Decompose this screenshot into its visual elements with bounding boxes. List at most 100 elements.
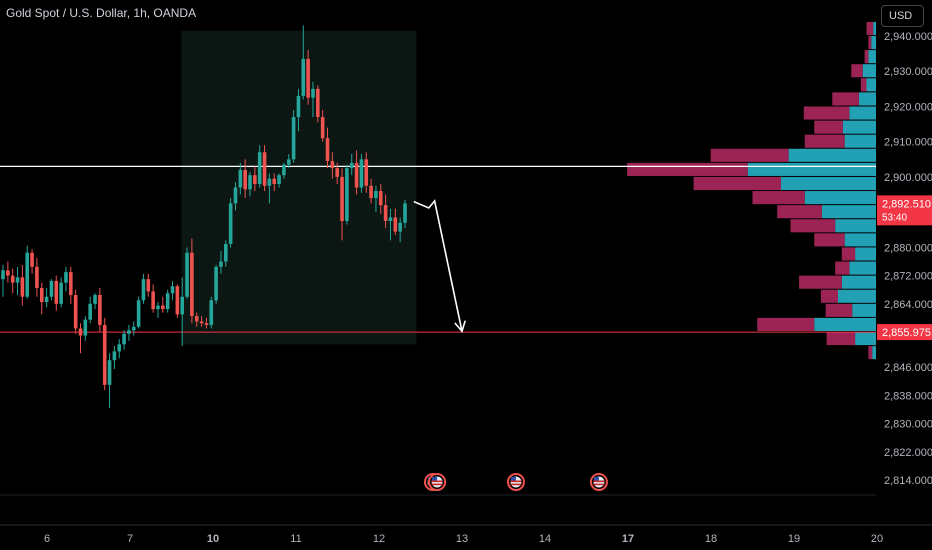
countdown-label: 53:40 <box>882 212 907 223</box>
vp-up-bar-16 <box>855 247 876 261</box>
candle-body-51 <box>248 175 252 190</box>
current-price-label: 2,892.510 <box>882 198 931 210</box>
candle-body-39 <box>190 252 194 317</box>
vp-down-bar-12 <box>752 191 805 205</box>
candle-body-81 <box>393 217 398 232</box>
vp-down-bar-8 <box>804 134 845 148</box>
candle-body-26 <box>127 330 131 334</box>
x-tick-label: 6 <box>44 533 50 545</box>
us-flag-event-icon[interactable] <box>589 473 608 491</box>
vp-down-bar-9 <box>710 148 789 162</box>
candle-body-63 <box>306 58 310 98</box>
candle-body-73 <box>354 162 359 188</box>
currency-button[interactable]: USD <box>881 5 924 27</box>
volume-profile <box>627 21 876 360</box>
vp-up-bar-2 <box>868 50 876 64</box>
candle-body-38 <box>185 252 189 297</box>
price-tags: 2,892.510 53:40 2,855.975 <box>877 195 932 341</box>
vp-up-bar-0 <box>873 21 876 35</box>
candle-body-46 <box>223 243 228 262</box>
y-tick-label: 2,930.000 <box>884 66 932 78</box>
candle-body-9 <box>44 296 49 303</box>
candle-body-58 <box>282 164 286 176</box>
candle-body-18 <box>88 303 92 320</box>
candle-body-64 <box>311 88 315 98</box>
vp-up-bar-18 <box>841 275 876 289</box>
candle-body-22 <box>107 360 112 385</box>
x-tick-label: 12 <box>373 533 385 545</box>
vp-down-bar-14 <box>790 219 836 233</box>
candle-body-54 <box>262 152 267 186</box>
vp-down-bar-0 <box>866 21 874 35</box>
candle-body-48 <box>233 187 238 204</box>
candle-body-68 <box>330 161 335 169</box>
x-tick-label: 19 <box>788 533 800 545</box>
candle-body-34 <box>165 293 170 310</box>
candle-body-42 <box>204 323 209 325</box>
vp-up-bar-15 <box>844 233 876 247</box>
vp-down-bar-3 <box>851 64 863 78</box>
projection-path[interactable] <box>413 199 463 332</box>
vp-up-bar-6 <box>849 106 876 120</box>
vp-down-bar-17 <box>835 261 850 275</box>
candle-body-78 <box>378 191 383 206</box>
candle-body-52 <box>253 175 257 184</box>
x-tick-label: 14 <box>539 533 551 545</box>
vp-up-bar-13 <box>821 205 876 219</box>
vp-up-bar-17 <box>849 261 876 275</box>
x-tick-label: 18 <box>705 533 717 545</box>
vp-down-bar-19 <box>820 289 838 303</box>
candle-body-56 <box>272 178 277 184</box>
candle-body-50 <box>243 169 247 190</box>
us-flag-event-icon[interactable] <box>506 473 525 491</box>
price-axis[interactable] <box>876 0 932 550</box>
vp-down-bar-21 <box>757 317 815 331</box>
vp-down-bar-16 <box>841 247 856 261</box>
vp-down-bar-10 <box>627 162 748 176</box>
candle-body-32 <box>156 305 160 310</box>
vp-up-bar-22 <box>855 332 876 346</box>
vp-up-bar-20 <box>852 303 876 317</box>
vp-down-bar-4 <box>860 78 867 92</box>
vp-up-bar-21 <box>814 317 876 331</box>
x-tick-label: 13 <box>456 533 468 545</box>
candle-body-61 <box>296 95 301 118</box>
candle-body-5 <box>25 252 30 297</box>
candle-body-76 <box>369 185 373 199</box>
candles <box>1 25 407 408</box>
candle-body-59 <box>286 159 291 165</box>
x-tick-label: 17 <box>622 533 634 545</box>
current-price-tag <box>877 195 932 226</box>
vp-up-bar-14 <box>835 219 876 233</box>
candle-body-40 <box>194 316 199 322</box>
candle-body-23 <box>112 351 117 361</box>
candle-body-37 <box>180 296 185 315</box>
vp-up-bar-11 <box>781 176 876 191</box>
y-tick-label: 2,900.000 <box>884 172 932 184</box>
candle-body-2 <box>10 275 15 283</box>
y-tick-label: 2,814.000 <box>884 475 932 487</box>
candle-body-36 <box>175 286 180 315</box>
event-markers[interactable] <box>423 473 608 491</box>
candle-body-67 <box>325 138 330 162</box>
candle-body-8 <box>39 287 44 303</box>
candle-body-10 <box>49 280 54 297</box>
vp-up-bar-3 <box>862 64 876 78</box>
candle-body-14 <box>69 272 73 295</box>
candle-body-75 <box>364 159 369 186</box>
candle-body-28 <box>136 300 141 327</box>
vp-down-bar-7 <box>814 120 843 134</box>
y-tick-label: 2,872.000 <box>884 271 932 283</box>
candle-body-3 <box>15 277 20 283</box>
y-tick-label: 2,830.000 <box>884 419 932 431</box>
us-flag-event-icon[interactable] <box>428 473 447 491</box>
vp-up-bar-19 <box>838 289 876 303</box>
candle-body-82 <box>398 222 402 232</box>
projection-arrow[interactable] <box>413 199 466 333</box>
candle-body-6 <box>30 252 34 267</box>
candle-body-45 <box>219 261 223 267</box>
vp-up-bar-1 <box>871 36 876 50</box>
vp-down-bar-20 <box>825 303 853 317</box>
candle-body-33 <box>161 305 165 310</box>
